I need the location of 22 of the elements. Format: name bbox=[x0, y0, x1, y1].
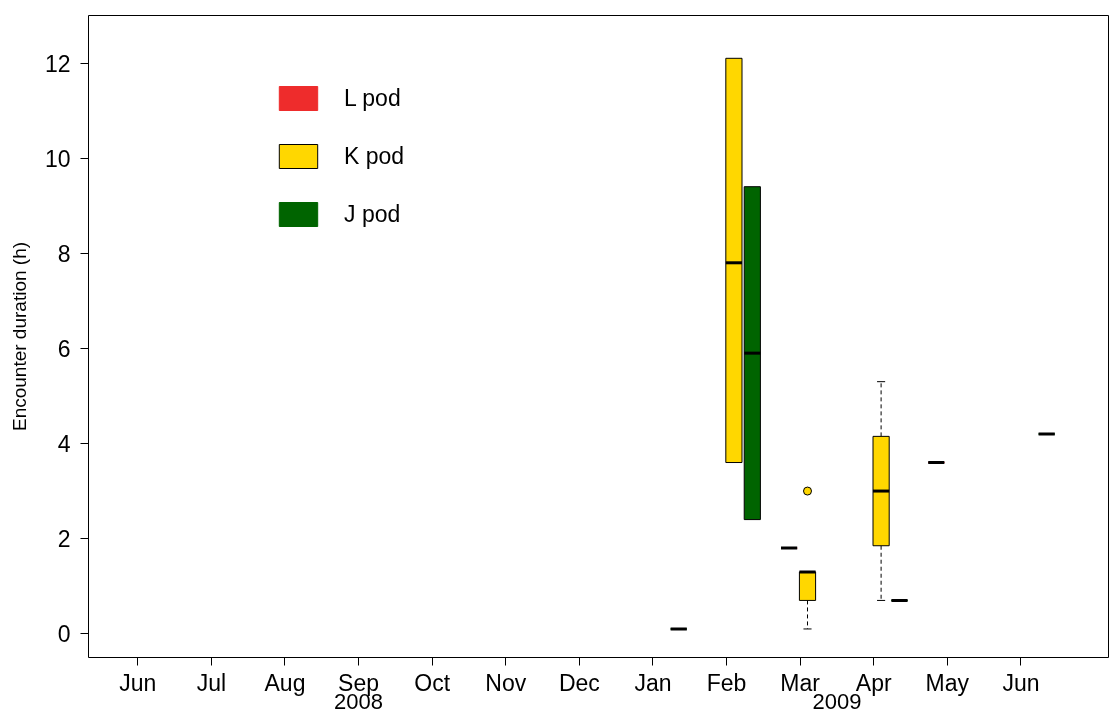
y-axis-title: Encounter duration (h) bbox=[8, 241, 30, 432]
x-tick-label: Oct bbox=[414, 669, 451, 696]
x-tick-label: Nov bbox=[485, 669, 527, 696]
x-tick-label: Jun bbox=[1002, 669, 1040, 696]
x-tick-label: May bbox=[925, 669, 970, 696]
y-tick-label: 0 bbox=[57, 621, 71, 648]
x-tick-label: Dec bbox=[558, 669, 600, 696]
y-tick-label: 8 bbox=[57, 240, 71, 267]
x-tick-label: Jan bbox=[634, 669, 672, 696]
legend-label: K pod bbox=[344, 141, 405, 171]
x-tick-label: Jun bbox=[119, 669, 157, 696]
y-tick-label: 6 bbox=[57, 335, 71, 362]
y-tick-label: 10 bbox=[44, 145, 71, 172]
x-tick-label: Feb bbox=[706, 669, 747, 696]
y-tick-label: 4 bbox=[57, 431, 71, 457]
x-tick-label: Jul bbox=[196, 669, 227, 696]
x-tick-label: Aug bbox=[264, 669, 306, 696]
legend-label: L pod bbox=[344, 83, 401, 113]
y-tick-label: 12 bbox=[44, 50, 71, 77]
y-tick-label: 2 bbox=[57, 526, 71, 553]
legend-label: J pod bbox=[344, 199, 401, 229]
x-tick-label: Apr bbox=[855, 669, 892, 696]
